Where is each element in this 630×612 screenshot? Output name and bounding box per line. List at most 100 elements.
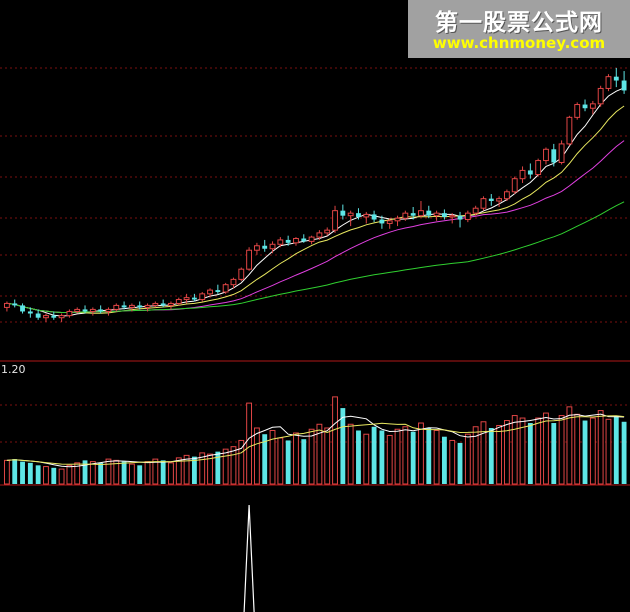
candle-body-down: [137, 305, 143, 308]
candle-body-up: [511, 178, 518, 193]
volume-bar-up: [308, 428, 315, 485]
volume-bar-up: [152, 458, 159, 485]
candle-body-up: [332, 210, 338, 231]
candle-body-up: [566, 116, 573, 145]
volume-bar-up: [66, 464, 73, 485]
volume-bar-up: [480, 421, 487, 485]
candle-body-up: [386, 220, 393, 224]
volume-bar-down: [98, 462, 104, 484]
candle-body-down: [215, 290, 221, 292]
volume-bar-up: [324, 427, 331, 485]
volume-bar-up: [386, 434, 393, 485]
volume-bar-down: [262, 434, 268, 484]
candle-body-down: [20, 305, 25, 312]
volume-ma-long-line: [6, 415, 625, 466]
candle-body-down: [51, 315, 57, 318]
volume-bar-down: [20, 461, 25, 484]
candle-body-up: [269, 243, 276, 250]
volume-bar-up: [316, 423, 323, 485]
candle-body-up: [238, 268, 245, 280]
volume-bar-down: [527, 423, 533, 484]
volume-bar-up: [496, 425, 503, 485]
volume-bar-down: [379, 430, 385, 484]
candle-body-up: [293, 238, 299, 244]
candle-body-down: [82, 309, 88, 312]
volume-bar-up: [566, 406, 573, 485]
candle-body-down: [457, 215, 463, 220]
candle-body-up: [222, 284, 229, 293]
volume-bar-up: [511, 415, 518, 485]
volume-bar-up: [128, 463, 135, 485]
volume-bar-down: [160, 460, 166, 484]
volume-bar-up: [558, 415, 565, 485]
volume-bar-down: [426, 428, 432, 484]
candle-body-down: [12, 303, 18, 306]
candle-body-up: [207, 289, 213, 295]
candle-body-down: [301, 238, 307, 242]
candle-body-up: [472, 207, 479, 214]
grid-lines: [0, 67, 630, 486]
volume-bar-up: [277, 437, 284, 485]
candle-body-up: [113, 304, 120, 310]
candle-body-up: [394, 217, 401, 222]
signal-spike: [243, 504, 255, 612]
candle-body-down: [551, 149, 557, 163]
volume-bar-up: [433, 429, 440, 485]
candle-body-down: [191, 297, 197, 300]
candle-body-up: [589, 103, 596, 109]
candle-body-up: [58, 315, 65, 319]
candle-body-up: [3, 302, 10, 308]
volume-bar-up: [105, 458, 112, 485]
candle-body-down: [379, 219, 385, 224]
volume-bar-down: [121, 461, 127, 484]
volume-bar-up: [332, 396, 338, 485]
candle-body-up: [418, 210, 424, 217]
candle-body-up: [543, 148, 549, 162]
candle-body-down: [121, 305, 127, 308]
candle-body-down: [160, 303, 166, 306]
volume-bar-up: [503, 420, 510, 485]
ma-long-line: [6, 140, 625, 314]
candle-body-up: [230, 278, 237, 286]
candle-body-up: [347, 212, 354, 217]
volume-bars: [3, 396, 627, 485]
volume-bar-down: [12, 459, 18, 484]
candle-body-up: [503, 191, 510, 200]
volume-bar-down: [582, 420, 588, 484]
candle-body-up: [535, 160, 542, 176]
volume-bar-up: [449, 439, 456, 485]
candle-body-up: [74, 308, 81, 312]
volume-bar-down: [488, 428, 494, 484]
volume-bar-down: [35, 465, 41, 484]
volume-bar-up: [535, 417, 542, 485]
volume-bar-up: [222, 448, 229, 485]
volume-bar-down: [551, 423, 557, 484]
candle-body-up: [363, 213, 370, 218]
volume-bar-down: [301, 439, 307, 484]
candle-body-up: [105, 308, 112, 312]
candle-body-down: [98, 309, 104, 312]
candle-body-down: [27, 311, 33, 314]
candle-body-up: [144, 304, 151, 308]
candle-body-up: [597, 87, 604, 105]
volume-bar-up: [175, 457, 182, 485]
candle-body-down: [262, 245, 268, 249]
volume-bar-up: [74, 462, 81, 485]
ma-mid-line: [6, 105, 625, 314]
candle-body-down: [613, 76, 619, 81]
volume-bar-up: [418, 422, 424, 485]
volume-bar-up: [402, 426, 409, 485]
volume-bar-up: [230, 446, 237, 485]
candle-body-down: [371, 214, 377, 220]
volume-bar-up: [183, 454, 190, 485]
candle-body-up: [433, 212, 440, 217]
ma-short-line: [6, 87, 625, 317]
volume-bar-up: [168, 462, 174, 485]
volume-bar-down: [340, 408, 346, 484]
candle-body-up: [246, 249, 253, 270]
candle-body-down: [426, 210, 432, 216]
watermark-title: 第一股票公式网: [435, 10, 603, 36]
volume-bar-up: [394, 428, 401, 485]
candle-body-up: [605, 76, 612, 89]
